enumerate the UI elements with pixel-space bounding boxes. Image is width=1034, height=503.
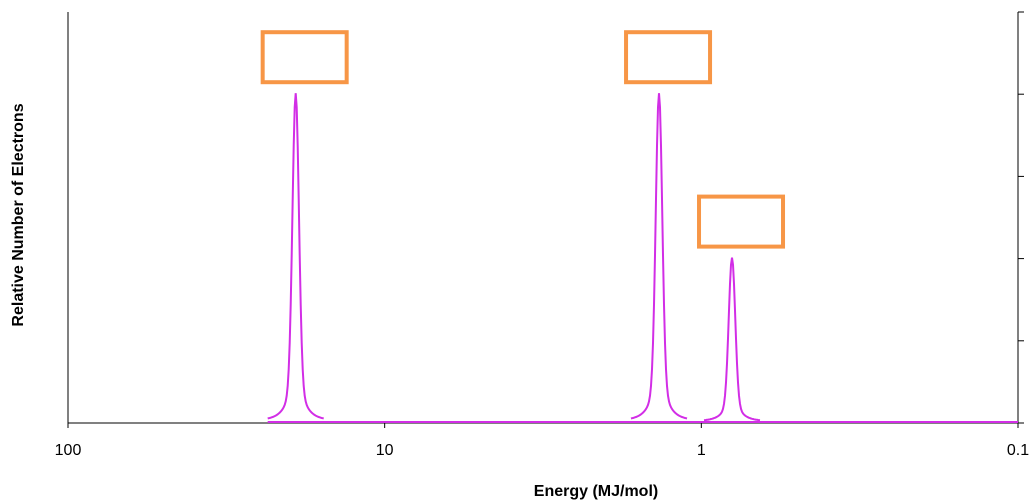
peak — [630, 93, 688, 420]
label-box — [624, 30, 713, 85]
x-tick-label: 10 — [376, 442, 394, 459]
x-tick-label: 1 — [697, 442, 706, 459]
peak — [703, 257, 761, 422]
x-tick-label: 0.1 — [1007, 442, 1029, 459]
y-axis-title: Relative Number of Electrons — [10, 103, 27, 326]
x-axis-title: Energy (MJ/mol) — [534, 483, 658, 500]
x-tick-label: 100 — [55, 442, 82, 459]
peak — [267, 93, 324, 420]
label-box — [697, 194, 786, 249]
label-box — [260, 30, 349, 85]
